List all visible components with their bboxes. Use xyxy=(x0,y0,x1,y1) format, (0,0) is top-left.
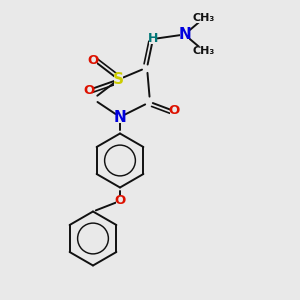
FancyBboxPatch shape xyxy=(116,196,124,206)
Text: N: N xyxy=(114,110,126,124)
Text: CH₃: CH₃ xyxy=(193,46,215,56)
FancyBboxPatch shape xyxy=(89,55,97,65)
FancyBboxPatch shape xyxy=(85,85,92,95)
Text: CH₃: CH₃ xyxy=(193,13,215,23)
FancyBboxPatch shape xyxy=(149,34,157,44)
FancyBboxPatch shape xyxy=(195,46,213,56)
FancyBboxPatch shape xyxy=(170,106,178,116)
FancyBboxPatch shape xyxy=(180,28,189,40)
Text: O: O xyxy=(114,194,126,208)
Text: S: S xyxy=(113,72,124,87)
FancyBboxPatch shape xyxy=(116,111,124,123)
Text: H: H xyxy=(148,32,158,46)
Text: O: O xyxy=(83,83,94,97)
Text: O: O xyxy=(87,53,99,67)
Text: N: N xyxy=(178,27,191,42)
Text: O: O xyxy=(168,104,180,118)
FancyBboxPatch shape xyxy=(114,74,123,86)
FancyBboxPatch shape xyxy=(195,13,213,23)
